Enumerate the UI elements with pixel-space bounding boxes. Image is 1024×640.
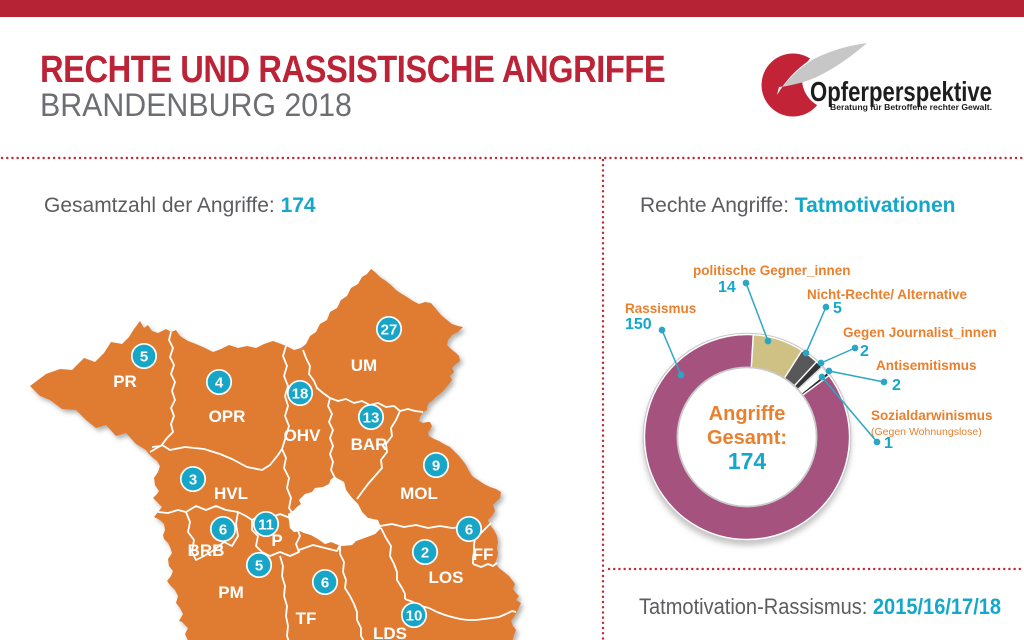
svg-text:6: 6 — [465, 522, 473, 539]
svg-text:3: 3 — [189, 472, 197, 489]
svg-text:18: 18 — [292, 386, 309, 403]
svg-text:FF: FF — [473, 545, 494, 564]
svg-text:BRB: BRB — [188, 541, 225, 560]
svg-text:PR: PR — [113, 372, 137, 391]
svg-text:13: 13 — [363, 410, 380, 427]
svg-text:5: 5 — [140, 349, 148, 366]
svg-text:OHV: OHV — [284, 426, 322, 445]
svg-text:27: 27 — [381, 322, 398, 339]
svg-text:TF: TF — [296, 609, 317, 628]
svg-text:LDS: LDS — [373, 624, 407, 640]
svg-text:6: 6 — [321, 575, 329, 592]
svg-text:5: 5 — [255, 558, 263, 575]
svg-text:Opferperspektive: Opferperspektive — [810, 76, 992, 107]
svg-text:BAR: BAR — [351, 435, 388, 454]
svg-text:MOL: MOL — [400, 484, 438, 503]
svg-text:10: 10 — [406, 608, 423, 625]
svg-text:OPR: OPR — [209, 407, 246, 426]
svg-text:LOS: LOS — [429, 568, 464, 587]
svg-text:2: 2 — [421, 545, 429, 562]
svg-text:9: 9 — [432, 458, 440, 475]
svg-text:HVL: HVL — [214, 484, 248, 503]
svg-text:4: 4 — [215, 375, 224, 392]
svg-text:UM: UM — [351, 356, 377, 375]
svg-text:PM: PM — [218, 583, 244, 602]
svg-text:6: 6 — [219, 522, 227, 539]
svg-text:Beratung für Betroffene rechte: Beratung für Betroffene rechter Gewalt. — [830, 102, 992, 112]
svg-text:P: P — [271, 531, 282, 550]
svg-text:11: 11 — [258, 517, 274, 534]
